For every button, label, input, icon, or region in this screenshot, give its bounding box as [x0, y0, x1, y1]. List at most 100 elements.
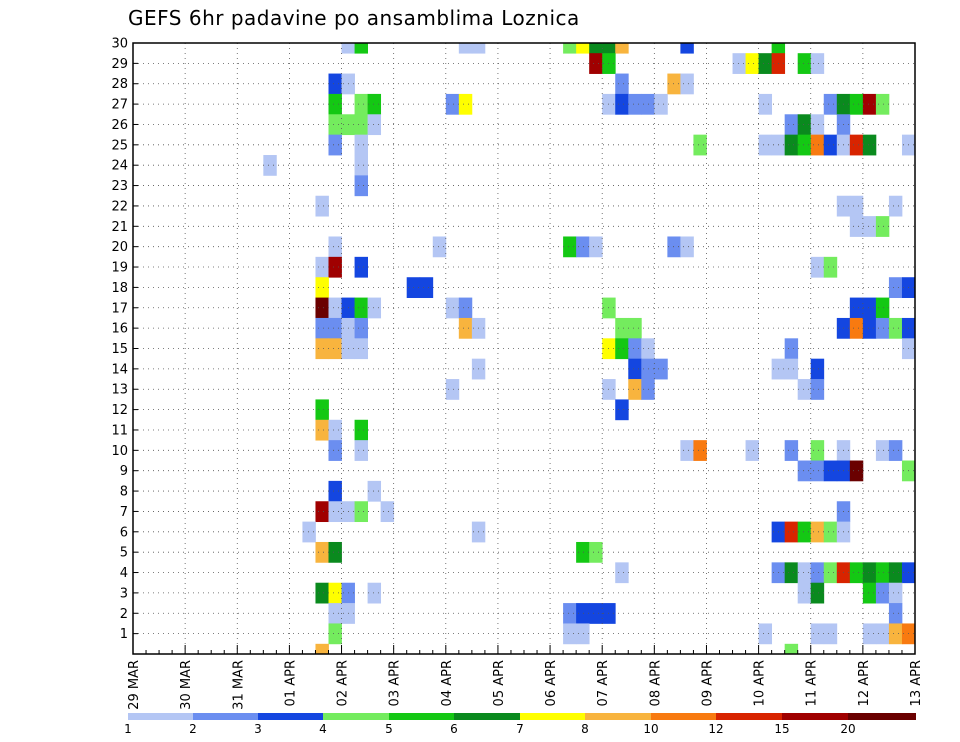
heatmap-cell — [563, 43, 577, 54]
heatmap-cell — [367, 582, 382, 604]
heatmap-cell — [615, 317, 629, 339]
y-tick-label: 26 — [111, 118, 128, 133]
heatmap-cell — [315, 399, 329, 421]
heatmap-cell — [823, 521, 838, 543]
heatmap-cell — [315, 317, 329, 339]
x-tick-label: 01 APR — [283, 660, 298, 706]
heatmap-cell — [823, 134, 838, 156]
heatmap-cell — [810, 521, 825, 543]
heatmap-cell — [458, 297, 473, 319]
heatmap-cell — [315, 338, 329, 360]
heatmap-cell — [354, 440, 368, 461]
heatmap-cell — [445, 297, 460, 319]
heatmap-cell — [823, 256, 838, 278]
legend-swatch — [323, 713, 389, 720]
legend-label: 10 — [643, 722, 658, 736]
legend-swatch — [258, 713, 323, 720]
y-tick-label: 2 — [120, 607, 128, 622]
heatmap-cell — [576, 541, 590, 563]
heatmap-cell — [784, 440, 799, 461]
heatmap-cell — [888, 623, 903, 645]
heatmap-cell — [784, 114, 799, 136]
legend-swatch — [716, 713, 782, 720]
y-tick-label: 24 — [111, 159, 128, 174]
heatmap-cell — [576, 43, 590, 54]
heatmap-cell — [875, 440, 890, 461]
heatmap-cell — [758, 93, 773, 115]
heatmap-cell — [875, 317, 890, 339]
heatmap-cell — [797, 53, 812, 74]
heatmap-cell — [315, 501, 329, 523]
heatmap-cell — [328, 603, 342, 624]
y-tick-label: 19 — [111, 261, 128, 276]
heatmap-cell — [797, 114, 812, 136]
heatmap-cell — [784, 521, 799, 543]
heatmap-cell — [589, 541, 603, 563]
x-tick-label: 02 APR — [336, 660, 351, 706]
heatmap-cell — [328, 297, 342, 319]
heatmap-cell — [667, 236, 681, 258]
heatmap-cell — [328, 256, 342, 278]
legend-label: 7 — [516, 722, 524, 736]
heatmap-cell — [615, 43, 629, 54]
heatmap-cell — [745, 440, 759, 461]
x-tick-label: 29 MAR — [127, 660, 142, 710]
heatmap-cell — [328, 541, 342, 563]
heatmap-cell — [875, 562, 890, 584]
y-tick-label: 25 — [111, 138, 128, 153]
heatmap-cell — [367, 114, 382, 136]
heatmap-cell — [888, 603, 903, 624]
heatmap-cell — [875, 623, 890, 645]
heatmap-cell — [810, 623, 825, 645]
heatmap-cell — [680, 73, 694, 95]
y-tick-label: 23 — [111, 179, 128, 194]
heatmap-cell — [315, 541, 329, 563]
y-tick-label: 1 — [120, 627, 128, 642]
heatmap-cell — [862, 297, 877, 319]
y-tick-label: 27 — [111, 98, 128, 113]
heatmap-cell — [823, 623, 838, 645]
heatmap-cell — [758, 623, 773, 645]
heatmap-cell — [732, 53, 746, 74]
heatmap-cell — [823, 460, 838, 482]
y-tick-label: 22 — [111, 199, 128, 214]
heatmap-cell — [615, 338, 629, 360]
heatmap-cell — [328, 317, 342, 339]
x-tick-label: 04 APR — [440, 660, 455, 706]
heatmap-cell — [302, 521, 316, 543]
heatmap-cell — [888, 317, 903, 339]
y-tick-label: 10 — [111, 444, 128, 459]
heatmap-cell — [875, 93, 890, 115]
heatmap-cell — [328, 582, 342, 604]
y-tick-label: 6 — [120, 525, 128, 540]
heatmap-cell — [328, 236, 342, 258]
heatmap-cell — [680, 236, 694, 258]
heatmap-cell — [328, 480, 342, 502]
legend-swatch — [520, 713, 585, 720]
heatmap-cell — [458, 43, 473, 54]
heatmap-cell — [667, 73, 681, 95]
heatmap-cell — [862, 582, 877, 604]
heatmap-cell — [862, 317, 877, 339]
heatmap-cell — [445, 379, 460, 400]
heatmap-cell — [315, 277, 329, 298]
y-tick-label: 14 — [111, 362, 128, 377]
legend-swatch — [389, 713, 454, 720]
heatmap-cell — [810, 53, 825, 74]
x-tick-label: 12 APR — [857, 660, 872, 706]
heatmap-cell — [367, 93, 382, 115]
heatmap-cell — [589, 236, 603, 258]
legend-swatch — [651, 713, 716, 720]
x-tick-label: 31 MAR — [231, 660, 246, 710]
heatmap-cell — [849, 195, 864, 217]
heatmap-cell — [367, 297, 382, 319]
heatmap-cell — [354, 297, 368, 319]
heatmap-cell — [849, 317, 864, 339]
x-tick-label: 10 APR — [753, 660, 768, 706]
legend-swatch — [454, 713, 520, 720]
y-tick-label: 29 — [111, 57, 128, 72]
heatmap-cell — [563, 603, 577, 624]
y-tick-label: 30 — [111, 37, 128, 52]
heatmap-cell — [745, 53, 759, 74]
